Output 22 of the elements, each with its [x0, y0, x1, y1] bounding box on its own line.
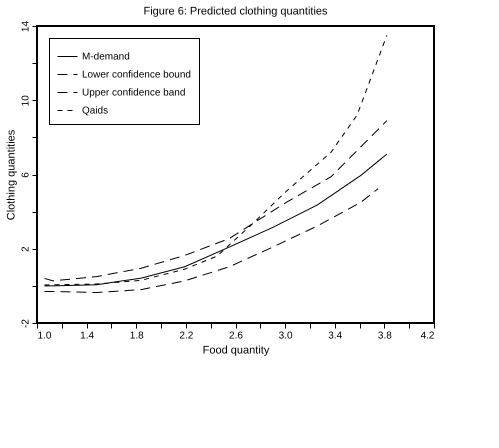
x-tick-label: 1.0 [38, 330, 52, 342]
x-tick-label: 2.6 [229, 330, 244, 342]
x-tick-label: 4.2 [420, 330, 435, 342]
y-tick-label: 14 [20, 20, 32, 32]
legend-label: Lower confidence bound [82, 70, 191, 80]
line-series [44, 188, 379, 294]
legend-label: M-demand [82, 52, 130, 62]
x-tick-label: 3.4 [328, 330, 343, 342]
y-tick-label: 10 [20, 94, 32, 106]
x-tick-label: 3.8 [378, 330, 392, 342]
x-tick-label: 3.0 [278, 330, 294, 342]
x-axis-title: Food quantity [202, 344, 270, 356]
chart-title: Figure 6: Predicted clothing quantities [143, 5, 328, 18]
y-axis-title: Clothing quantities [6, 129, 18, 220]
legend-label: Qaids [82, 106, 108, 116]
y-tick-label: 6 [20, 172, 32, 178]
x-tick-label: 2.2 [179, 330, 194, 342]
x-tick-label: 1.8 [130, 330, 144, 342]
x-tick-label: 1.4 [80, 330, 95, 342]
legend-label: Upper confidence band [82, 88, 186, 98]
y-tick-label: -2 [20, 318, 32, 328]
y-tick-label: 2 [20, 246, 32, 252]
